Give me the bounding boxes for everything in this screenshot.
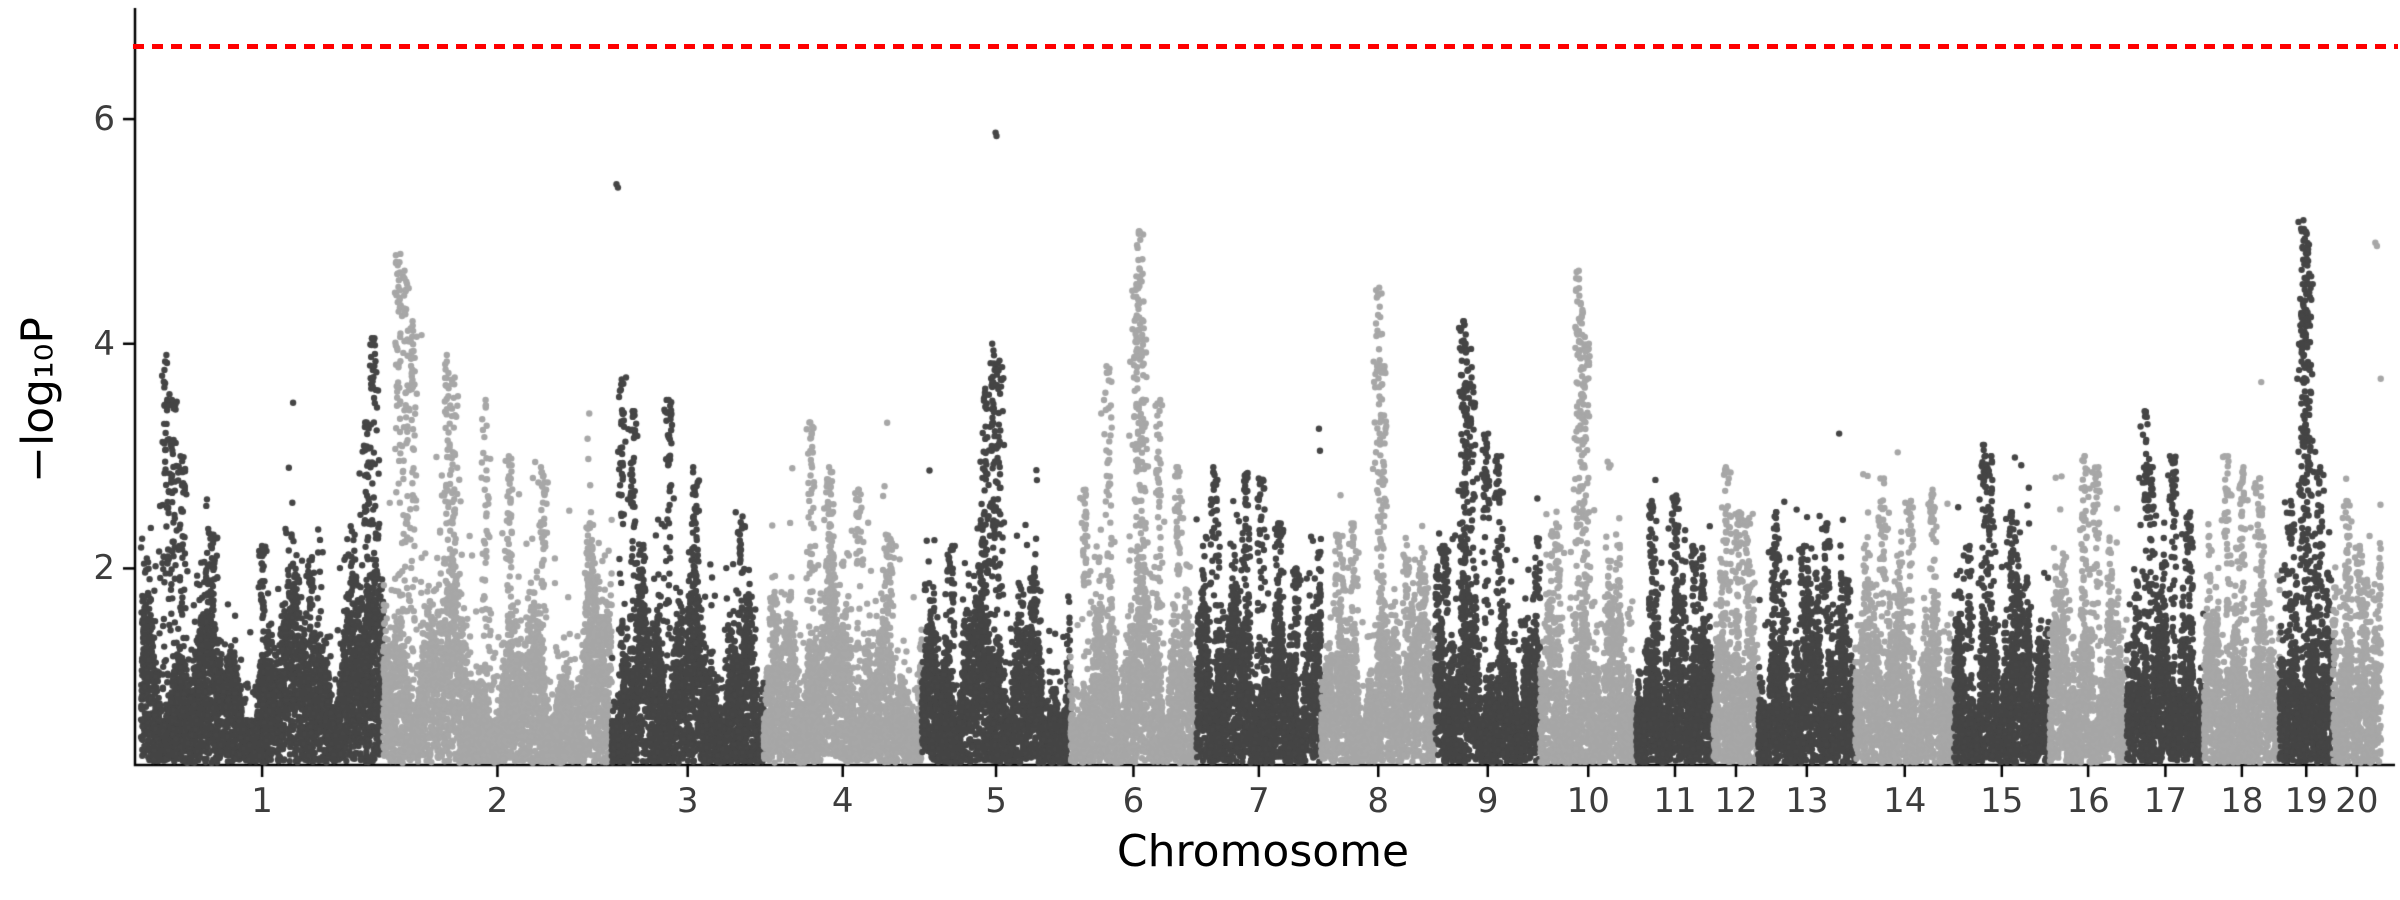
x-tick-label-chromosome: 20	[2335, 781, 2379, 821]
x-tick-label-chromosome: 8	[1367, 781, 1390, 821]
x-axis-title: Chromosome	[1116, 826, 1410, 877]
x-tick-label-chromosome: 17	[2143, 781, 2188, 821]
x-tick-label-chromosome: 2	[486, 781, 509, 821]
x-tick-label-chromosome: 10	[1566, 781, 1610, 821]
x-tick-label-chromosome: 4	[831, 781, 854, 821]
y-tick-label: 2	[93, 548, 115, 589]
x-tick-label-chromosome: 18	[2220, 781, 2264, 821]
x-tick-label-chromosome: 11	[1653, 781, 1697, 821]
x-tick-label-chromosome: 5	[985, 781, 1007, 821]
x-tick-label-chromosome: 15	[1980, 781, 2024, 821]
y-tick-label: 4	[93, 323, 115, 364]
x-tick-label-chromosome: 6	[1122, 781, 1145, 821]
x-tick-label-chromosome: 16	[2066, 781, 2110, 821]
y-axis-title: −log₁₀P	[12, 316, 64, 483]
significance-threshold-line	[133, 43, 2398, 49]
x-tick-label-chromosome: 14	[1883, 781, 1927, 821]
x-tick-label-chromosome: 3	[676, 781, 699, 821]
x-tick-label-chromosome: 7	[1248, 781, 1270, 821]
x-tick-label-chromosome: 13	[1785, 781, 1829, 821]
x-tick-label-chromosome: 19	[2284, 781, 2328, 821]
y-tick-label: 6	[93, 99, 115, 140]
x-tick-label-chromosome: 1	[251, 781, 273, 821]
x-tick-label-chromosome: 12	[1714, 781, 1758, 821]
x-tick-label-chromosome: 9	[1476, 781, 1499, 821]
